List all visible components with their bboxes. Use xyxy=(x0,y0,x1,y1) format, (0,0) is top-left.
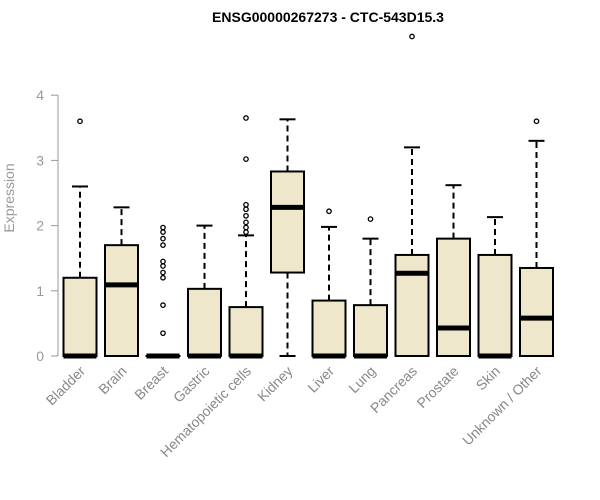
box-4 xyxy=(228,115,264,359)
box-rect xyxy=(62,276,98,358)
outlier-point xyxy=(243,115,249,121)
y-tick-label: 1 xyxy=(36,283,44,299)
box-7 xyxy=(353,216,388,359)
box-rect xyxy=(311,299,347,357)
x-tick-label: Unknown / Other xyxy=(459,363,545,449)
y-tick-label: 2 xyxy=(36,218,44,234)
outlier-point xyxy=(243,229,249,235)
outlier-point xyxy=(160,224,166,231)
outlier-point xyxy=(243,224,249,231)
boxes xyxy=(62,33,554,359)
outlier-point xyxy=(160,258,166,265)
chart-title: ENSG00000267273 - CTC-543D15.3 xyxy=(212,9,444,25)
outlier-point xyxy=(160,263,166,269)
box-1 xyxy=(104,206,139,357)
box-rect xyxy=(228,306,264,358)
x-tick-label: Brain xyxy=(95,363,129,397)
x-tick-label: Prostate xyxy=(413,363,461,411)
box-11 xyxy=(519,118,554,358)
outlier-point xyxy=(160,269,166,276)
box-rect xyxy=(353,304,388,358)
box-rect xyxy=(270,170,305,274)
outlier-point xyxy=(160,229,166,235)
box-10 xyxy=(477,216,513,359)
outlier-point xyxy=(533,118,540,125)
outlier-point xyxy=(243,201,249,208)
x-tick-label: Breast xyxy=(131,363,171,403)
box-rect xyxy=(477,253,513,357)
outlier-point xyxy=(367,216,374,222)
box-rect xyxy=(187,287,222,357)
outlier-point xyxy=(160,242,166,249)
box-0 xyxy=(62,118,98,359)
x-tick-label: Lung xyxy=(345,363,378,396)
box-9 xyxy=(436,184,471,357)
x-tick-label: Bladder xyxy=(43,363,89,409)
box-rect xyxy=(394,253,430,357)
outlier-point xyxy=(243,206,249,213)
y-tick-label: 3 xyxy=(36,152,44,168)
x-tick-label: Liver xyxy=(304,363,337,396)
outlier-point xyxy=(160,330,166,337)
y-tick-label: 4 xyxy=(36,87,44,103)
outlier-point xyxy=(243,219,249,226)
box-2 xyxy=(145,224,181,359)
outlier-point xyxy=(243,156,249,162)
box-rect xyxy=(436,237,471,357)
outlier-point xyxy=(160,274,166,281)
outlier-point xyxy=(160,235,166,242)
box-5 xyxy=(270,118,305,357)
outlier-point xyxy=(77,118,83,125)
outlier-point xyxy=(243,212,249,219)
box-8 xyxy=(394,33,430,357)
x-tick-label: Kidney xyxy=(254,363,296,405)
box-rect xyxy=(519,266,554,358)
y-axis-label: Expression xyxy=(1,163,17,232)
outlier-point xyxy=(160,302,166,308)
box-rect xyxy=(104,244,139,357)
outlier-point xyxy=(409,33,415,40)
x-tick-label: Skin xyxy=(473,363,504,394)
y-tick-label: 0 xyxy=(36,348,44,364)
axes: 0 1 2 3 4 xyxy=(36,87,59,364)
box-3 xyxy=(187,224,222,359)
box-6 xyxy=(311,208,347,359)
outlier-point xyxy=(326,208,332,215)
